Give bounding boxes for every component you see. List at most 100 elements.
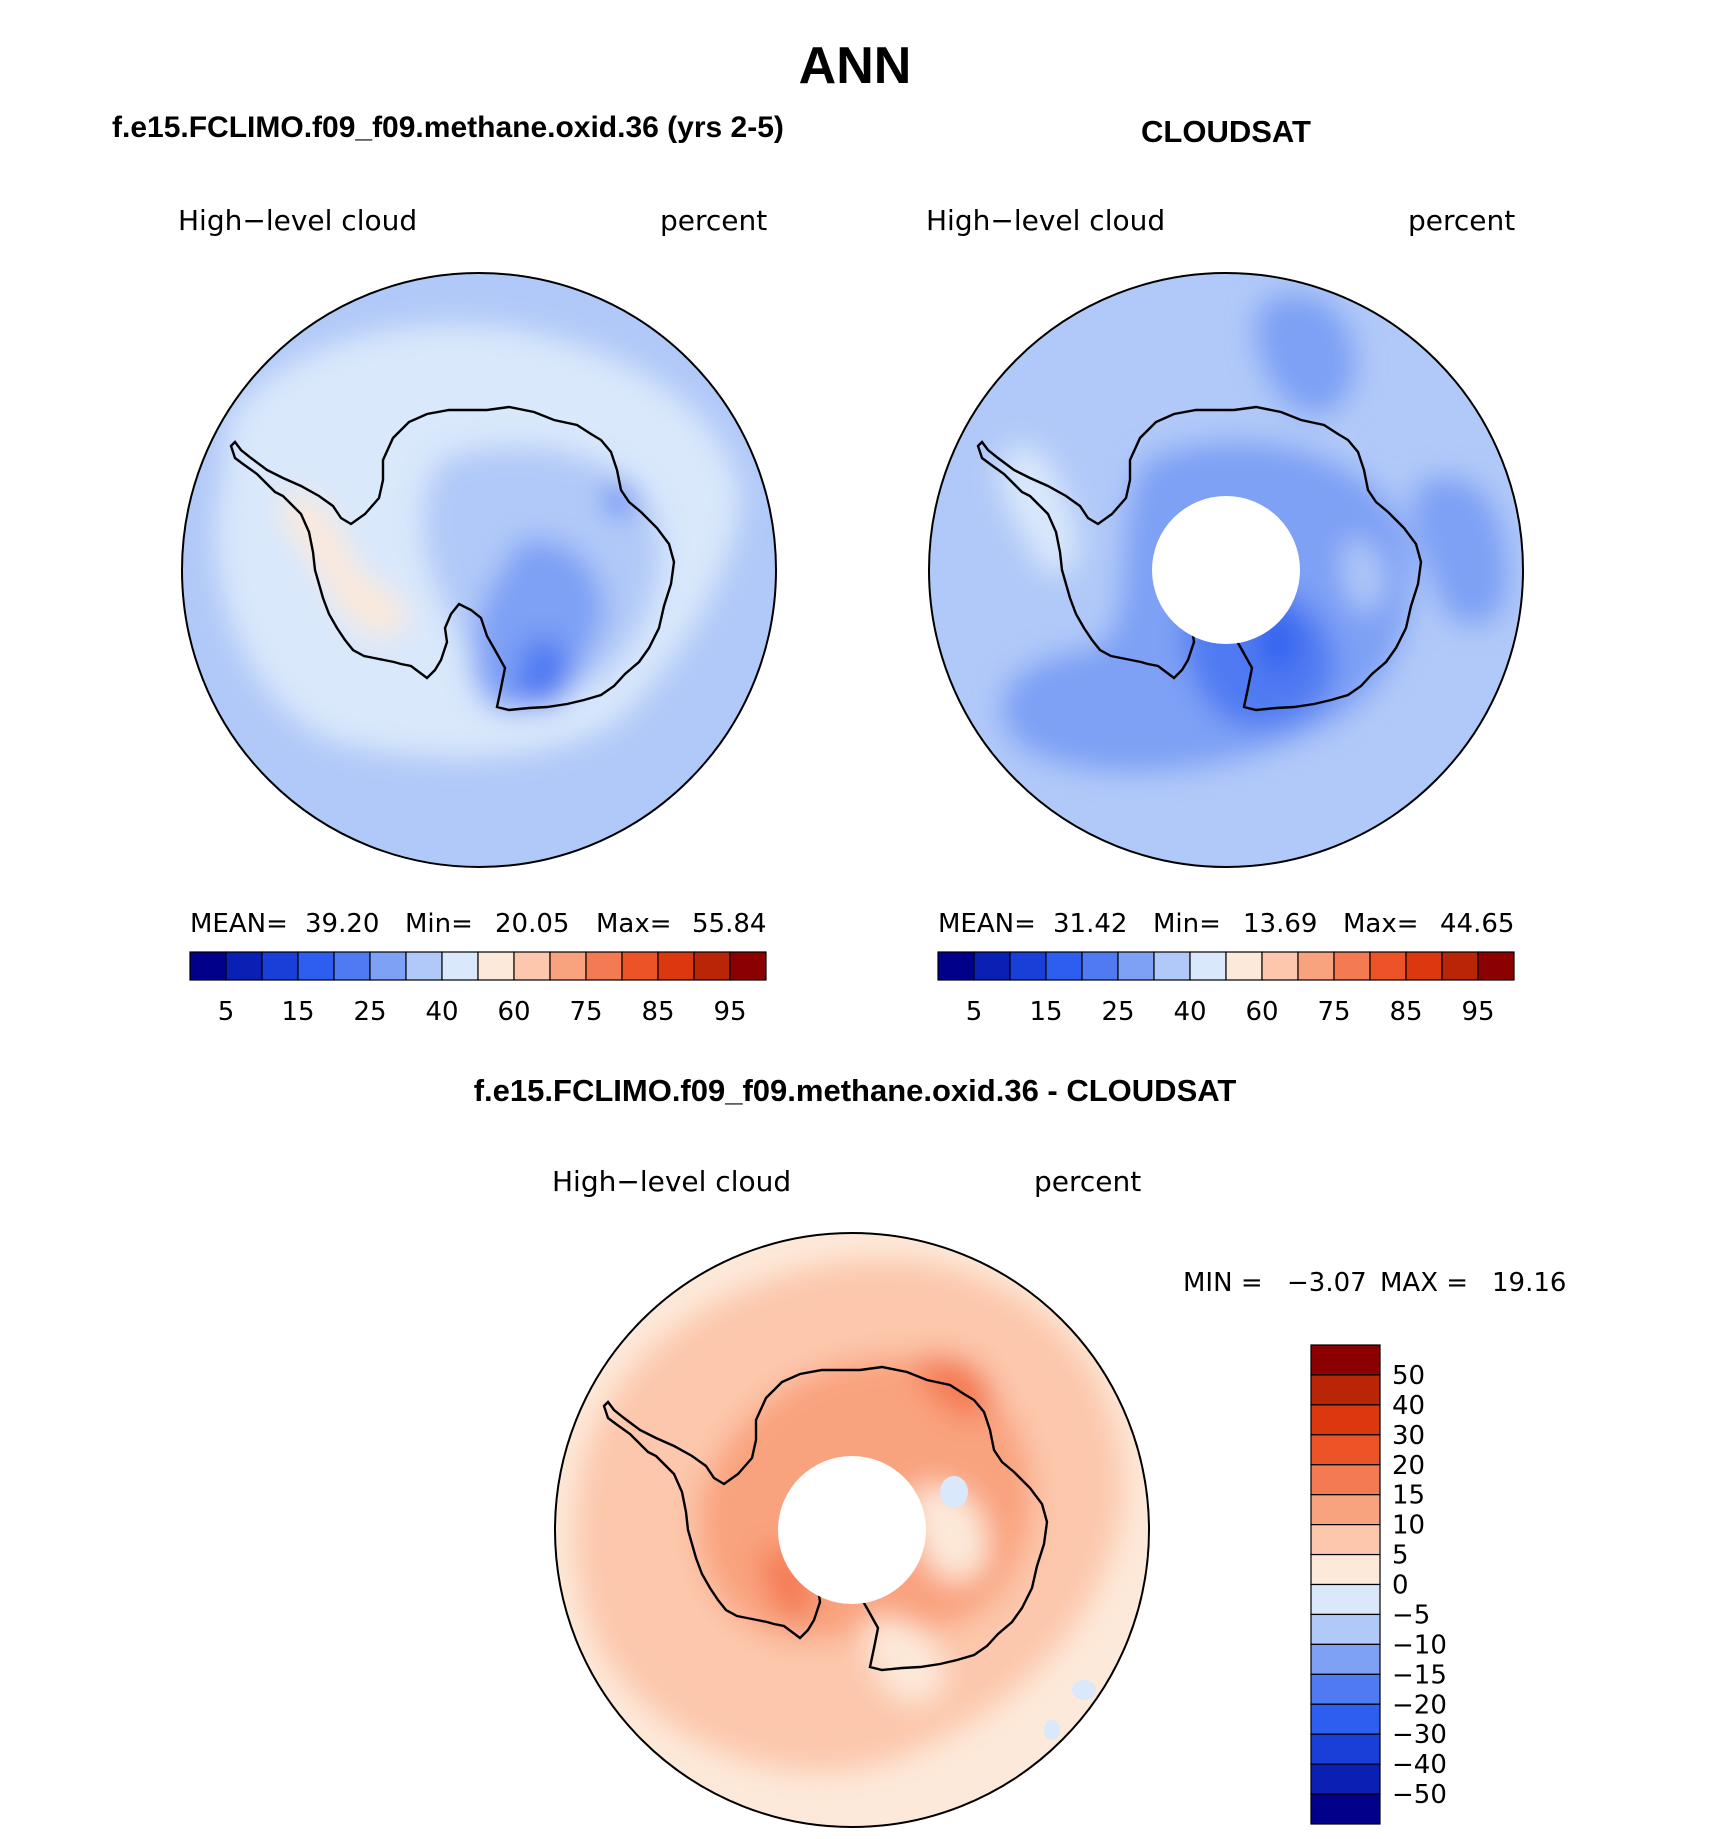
- panel-model-stats: MEAN= 39.20 Min= 20.05 Max= 55.84: [190, 909, 766, 939]
- obs-colorbar-tick-label: 25: [1101, 997, 1134, 1027]
- obs-colorbar-swatch-3: [1045, 951, 1083, 981]
- diff-colorbar-tick-label: −10: [1392, 1630, 1447, 1660]
- obs-mean-value: 31.42: [1053, 909, 1127, 939]
- obs-colorbar-swatch-9: [1261, 951, 1299, 981]
- obs-colorbar-swatch-8: [1225, 951, 1263, 981]
- diff-max-value: 19.16: [1492, 1268, 1566, 1298]
- panel-diff-stats: MIN = −3.07 MAX = 19.16: [1183, 1268, 1566, 1298]
- obs-min-value: 13.69: [1243, 909, 1317, 939]
- obs-missing-pole: [1152, 496, 1300, 644]
- obs-colorbar-tick-label: 5: [966, 997, 983, 1027]
- diff-colorbar-tick-label: 0: [1392, 1571, 1409, 1601]
- diff-colorbar-swatch-8: [1310, 1583, 1381, 1616]
- model-colorbar-tick-label: 40: [425, 997, 458, 1027]
- model-colorbar-swatch-15: [729, 951, 767, 981]
- obs-inner-light: [1343, 538, 1385, 612]
- diff-ross-low: [862, 1618, 944, 1704]
- diff-colorbar-tick-label: 40: [1392, 1391, 1425, 1421]
- model-colorbar-swatch-13: [657, 951, 695, 981]
- diff-colorbar-swatch-4: [1310, 1464, 1381, 1496]
- obs-colorbar-swatch-5: [1117, 951, 1155, 981]
- diff-colorbar-swatch-12: [1310, 1703, 1381, 1735]
- obs-colorbar-tick-label: 75: [1317, 997, 1350, 1027]
- diff-colorbar-swatch-13: [1310, 1733, 1381, 1765]
- panel-obs-title: CLOUDSAT: [1141, 114, 1311, 149]
- obs-colorbar-swatch-12: [1369, 951, 1407, 981]
- diff-negative-patch-1: [940, 1476, 968, 1508]
- model-colorbar-tick-label: 5: [218, 997, 235, 1027]
- diff-colorbar-tick-label: −50: [1392, 1780, 1447, 1810]
- model-min-value: 20.05: [495, 909, 569, 939]
- obs-mean-label: MEAN=: [938, 909, 1036, 939]
- diff-colorbar-tick-label: 15: [1392, 1481, 1425, 1511]
- obs-map-border: [928, 272, 1524, 868]
- panel-diff-units: percent: [1034, 1165, 1141, 1198]
- diff-colorbar-swatch-14: [1310, 1763, 1381, 1795]
- model-colorbar-swatch-3: [297, 951, 335, 981]
- model-colorbar-tick-label: 60: [497, 997, 530, 1027]
- model-ross-core: [514, 638, 572, 709]
- obs-colorbar: 5 15 25 40 60 75 85 95: [937, 951, 1515, 1027]
- diff-colorbar-tick-label: 10: [1392, 1511, 1425, 1541]
- diff-colorbar-tick-label: −15: [1392, 1660, 1447, 1690]
- panel-diff-variable: High−level cloud: [552, 1165, 791, 1198]
- obs-colorbar-swatch-10: [1297, 951, 1335, 981]
- obs-colorbar-swatch-1: [973, 951, 1011, 981]
- diff-colorbar-tick-label: 20: [1392, 1451, 1425, 1481]
- panel-model-map: [181, 272, 777, 868]
- panel-model-variable: High−level cloud: [178, 204, 417, 237]
- model-dome-core: [605, 484, 633, 516]
- model-colorbar-swatch-11: [585, 951, 623, 981]
- model-colorbar-swatch-1: [225, 951, 263, 981]
- model-min-label: Min=: [405, 909, 473, 939]
- obs-colorbar-swatch-11: [1333, 951, 1371, 981]
- diff-colorbar-swatch-15: [1310, 1793, 1381, 1825]
- model-colorbar-swatch-2: [261, 951, 299, 981]
- panel-diff-map: [554, 1232, 1150, 1828]
- diff-negative-patch-2: [1072, 1680, 1096, 1700]
- diff-colorbar-tick-label: 50: [1392, 1361, 1425, 1391]
- diff-colorbar-swatch-5: [1310, 1494, 1381, 1526]
- model-colorbar-swatch-0: [189, 951, 227, 981]
- model-colorbar-swatch-8: [477, 951, 515, 981]
- diff-colorbar-tick-label: −5: [1392, 1600, 1430, 1630]
- figure-title: ANN: [799, 37, 912, 95]
- panel-model-title: f.e15.FCLIMO.f09_f09.methane.oxid.36 (yr…: [112, 111, 784, 144]
- obs-colorbar-tick-label: 95: [1461, 997, 1494, 1027]
- panel-obs: CLOUDSAT High−level cloud percent: [926, 114, 1524, 1027]
- model-peninsula-warm: [282, 494, 406, 636]
- diff-colorbar-swatch-3: [1310, 1434, 1381, 1466]
- diff-map-border: [554, 1232, 1150, 1828]
- panel-obs-units: percent: [1408, 204, 1515, 237]
- diff-colorbar-swatch-2: [1310, 1404, 1381, 1436]
- obs-colorbar-swatch-13: [1405, 951, 1443, 981]
- diff-colorbar-swatch-1: [1310, 1374, 1381, 1406]
- diff-colorbar-swatch-7: [1310, 1553, 1381, 1586]
- diff-colorbar-swatch-0: [1310, 1344, 1381, 1376]
- diff-negative-patch-3: [1044, 1720, 1060, 1740]
- obs-colorbar-tick-label: 60: [1245, 997, 1278, 1027]
- model-colorbar-swatch-9: [513, 951, 551, 981]
- obs-colorbar-tick-label: 85: [1389, 997, 1422, 1027]
- model-colorbar-tick-label: 75: [569, 997, 602, 1027]
- model-colorbar-tick-label: 95: [713, 997, 746, 1027]
- model-colorbar-swatch-10: [549, 951, 587, 981]
- obs-colorbar-swatch-0: [937, 951, 975, 981]
- model-map-border: [181, 272, 777, 868]
- diff-min-label: MIN =: [1183, 1268, 1263, 1298]
- diff-colorbar-swatch-10: [1310, 1643, 1381, 1675]
- diff-colorbar-tick-label: −30: [1392, 1720, 1447, 1750]
- diff-colorbar-tick-label: 5: [1392, 1541, 1409, 1571]
- model-colorbar-tick-label: 25: [353, 997, 386, 1027]
- obs-max-value: 44.65: [1440, 909, 1514, 939]
- diff-colorbar-swatch-6: [1310, 1524, 1381, 1556]
- panel-model-units: percent: [660, 204, 767, 237]
- obs-colorbar-swatch-6: [1153, 951, 1191, 981]
- diff-colorbar-swatch-11: [1310, 1673, 1381, 1705]
- obs-max-label: Max=: [1343, 909, 1419, 939]
- diff-missing-pole: [778, 1456, 926, 1604]
- panel-obs-variable: High−level cloud: [926, 204, 1165, 237]
- model-mean-label: MEAN=: [190, 909, 288, 939]
- diff-max-label: MAX =: [1380, 1268, 1468, 1298]
